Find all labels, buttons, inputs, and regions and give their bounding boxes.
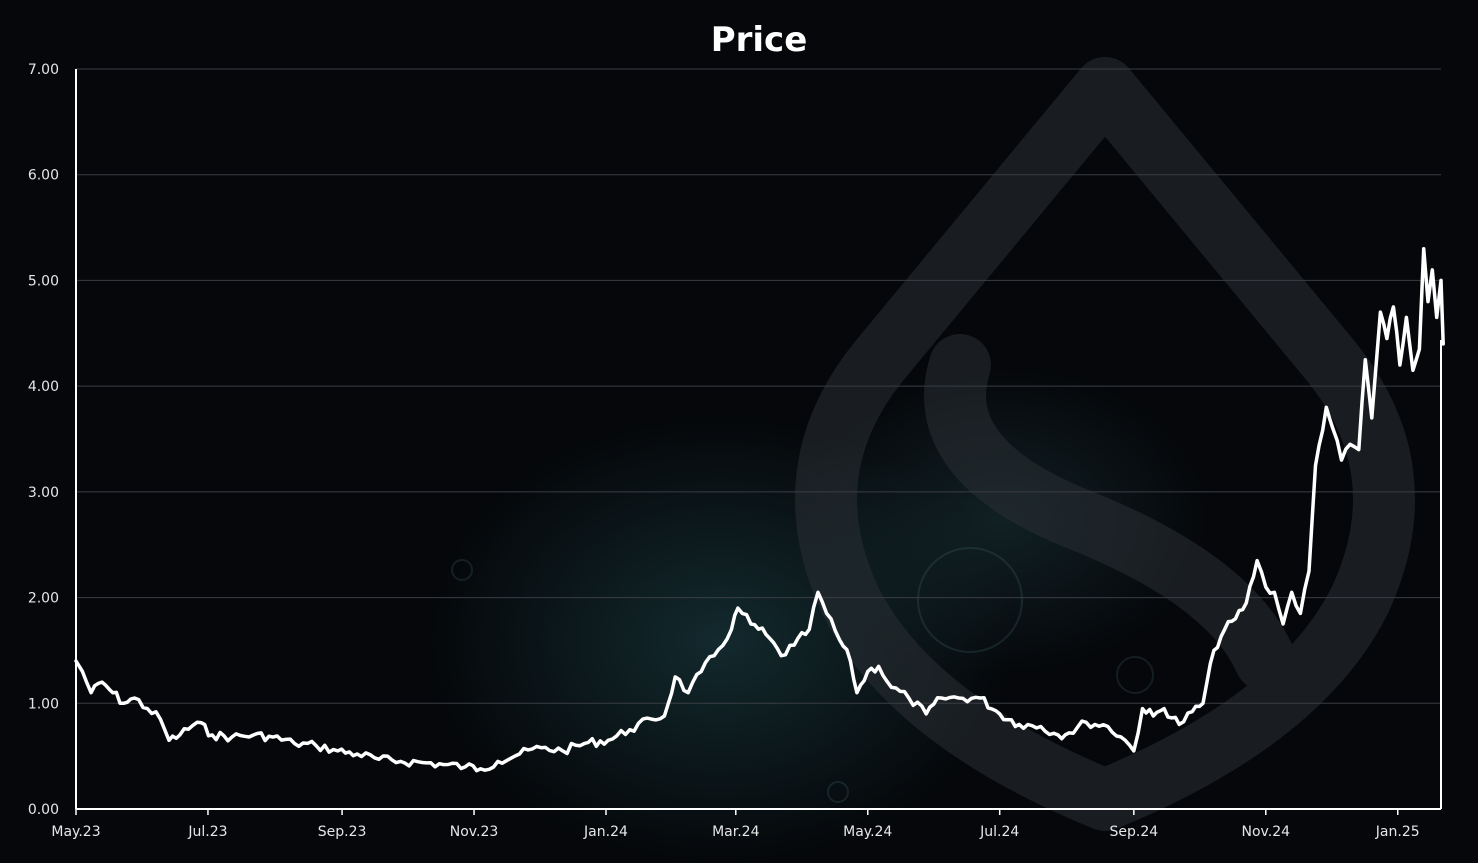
x-axis: May.23 Jul.23 Sep.23 Nov.23 Jan.24 Mar.24 May.… (51, 340, 1442, 840)
x-tick-label: Mar.24 (712, 824, 759, 840)
x-tick-label: Jul.23 (187, 824, 227, 840)
background-bubbles (451, 547, 1154, 803)
y-tick-label: 4.00 (28, 379, 59, 395)
x-tick-label: May.24 (843, 824, 892, 840)
y-tick-label: 7.00 (28, 62, 59, 78)
price-series-line (74, 246, 1445, 773)
y-tick-label: 6.00 (28, 168, 59, 184)
y-tick-label: 2.00 (28, 591, 59, 607)
y-tick-label: 3.00 (28, 485, 59, 501)
y-tick-label: 0.00 (28, 802, 59, 818)
x-tick-label: Nov.23 (450, 824, 499, 840)
x-tick-label: May.23 (51, 824, 100, 840)
x-tick-label: Sep.23 (318, 824, 367, 840)
x-tick-label: Sep.24 (1109, 824, 1158, 840)
water-drop-logo-icon (795, 57, 1415, 831)
y-tick-label: 5.00 (28, 273, 59, 289)
x-tick-label: Nov.24 (1242, 824, 1291, 840)
x-tick-label: Jan.25 (1375, 824, 1420, 840)
chart-title: Price (711, 20, 808, 60)
y-tick-label: 1.00 (28, 696, 59, 712)
x-tick-label: Jul.24 (979, 824, 1019, 840)
y-axis: 0.00 1.00 2.00 3.00 4.00 5.00 6.00 7.00 (28, 62, 77, 818)
grid-lines (76, 68, 1441, 704)
x-tick-label: Jan.24 (583, 824, 628, 840)
